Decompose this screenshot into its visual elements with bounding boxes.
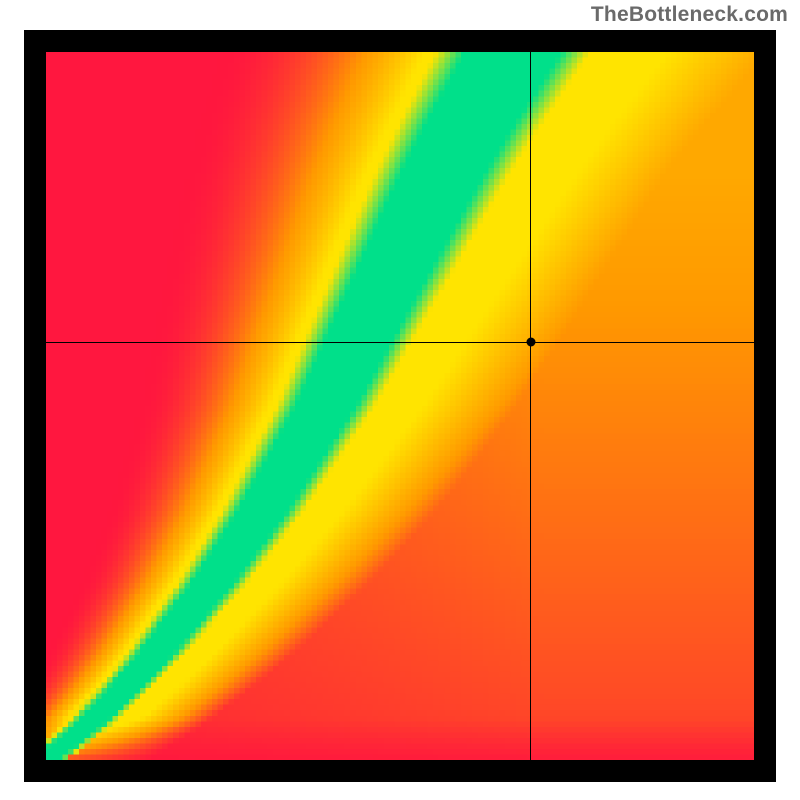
- plot-frame: [24, 30, 776, 782]
- crosshair-vertical: [530, 52, 531, 760]
- crosshair-horizontal: [46, 342, 754, 343]
- heatmap-canvas: [46, 52, 754, 760]
- chart-container: TheBottleneck.com: [0, 0, 800, 800]
- crosshair-marker: [526, 338, 535, 347]
- watermark-text: TheBottleneck.com: [591, 3, 788, 27]
